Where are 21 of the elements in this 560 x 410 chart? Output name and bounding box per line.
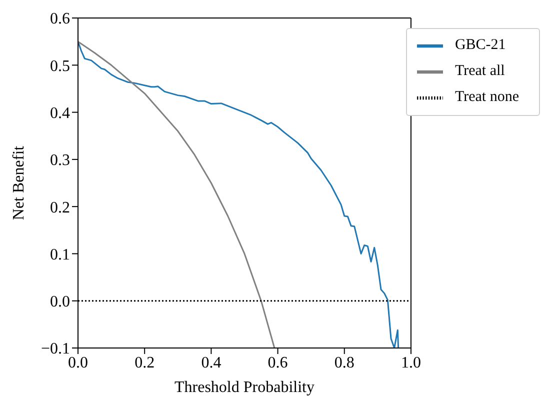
y-tick-label: 0.3 [50,152,70,170]
y-tick-label: 0.4 [50,104,70,122]
y-tick-label: 0.1 [50,246,70,264]
x-tick-label: 0.2 [134,354,155,372]
x-tick-label: 1.0 [400,354,421,372]
x-axis-title: Threshold Probability [174,379,314,396]
x-tick-label: 0.4 [201,354,222,372]
line-series [78,40,400,348]
y-tick-label: 0.2 [50,199,70,216]
x-tick-label: 0.0 [68,354,88,372]
legend-label: Treat none [454,89,519,106]
legend-label: GBC-21 [454,37,506,54]
y-tick-label: 0.0 [50,294,70,311]
x-tick-label: 0.8 [334,354,354,372]
legend-label: Treat all [454,63,505,80]
y-tick-label: −0.1 [40,340,70,358]
x-tick-label: 0.6 [268,354,288,372]
line-series [78,40,276,348]
y-tick-label: 0.5 [50,58,70,75]
y-tick-label: 0.6 [50,10,70,28]
y-axis-title: Net Benefit [10,145,28,220]
